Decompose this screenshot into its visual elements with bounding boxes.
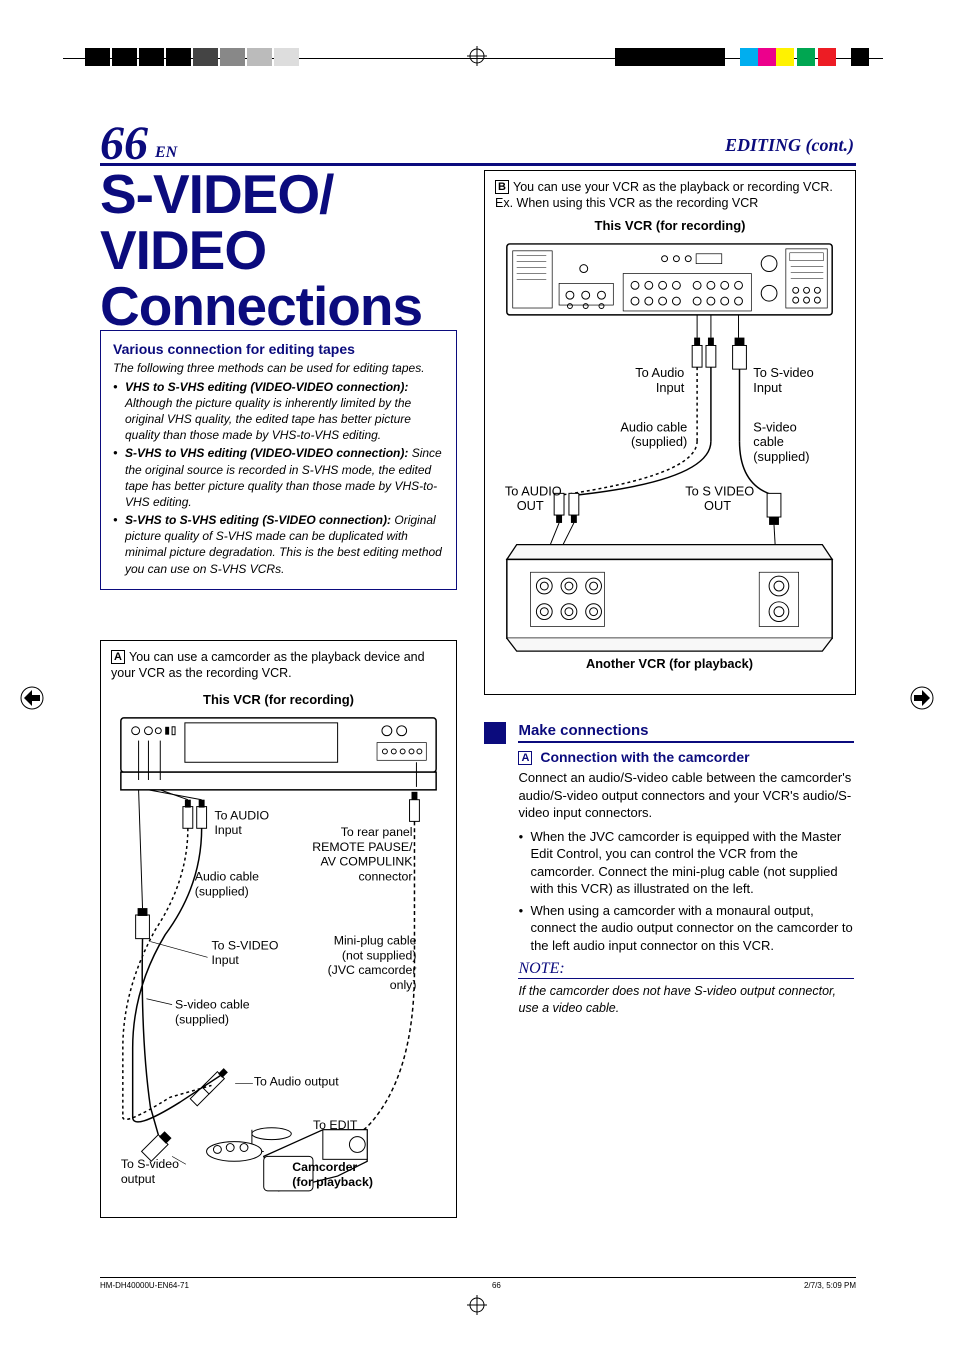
list-item: When using a camcorder with a monaural o…	[518, 902, 854, 955]
connection-heading: Various connection for editing tapes	[113, 341, 444, 357]
svg-text:only): only)	[390, 977, 417, 991]
svg-text:AV COMPULINK: AV COMPULINK	[320, 854, 413, 868]
letter-badge-a: A	[111, 650, 125, 664]
svg-text:Input: Input	[214, 823, 242, 837]
letter-badge-b: B	[495, 180, 509, 194]
svg-text:(supplied): (supplied)	[631, 434, 687, 449]
page-title: S-VIDEO/VIDEOConnections	[100, 166, 422, 334]
page-footer: HM-DH40000U-EN64-71 66 2/7/3, 5:09 PM	[100, 1277, 856, 1289]
diagram-a-desc: AYou can use a camcorder as the playback…	[111, 649, 446, 682]
svg-text:(supplied): (supplied)	[753, 448, 809, 463]
print-reg-bars-right	[615, 48, 869, 66]
list-item: S-VHS to S-VHS editing (S-VIDEO connecti…	[113, 512, 444, 577]
footer-center: 66	[492, 1281, 501, 1290]
list-item: VHS to S-VHS editing (VIDEO-VIDEO connec…	[113, 379, 444, 444]
svg-text:To S-video: To S-video	[121, 1157, 179, 1171]
step-bullet-list: When the JVC camcorder is equipped with …	[518, 828, 854, 955]
letter-badge-a-step: A	[518, 751, 532, 765]
svg-text:To AUDIO: To AUDIO	[505, 483, 562, 498]
svg-text:cable: cable	[753, 434, 784, 449]
svg-text:Input: Input	[212, 953, 240, 967]
diagram-b-vcr-title: This VCR (for recording)	[495, 218, 845, 233]
diagram-a-vcr-title: This VCR (for recording)	[111, 692, 446, 707]
svg-text:S-video: S-video	[753, 419, 796, 434]
svg-text:To rear panel: To rear panel	[341, 825, 413, 839]
svg-text:OUT: OUT	[517, 498, 544, 513]
connection-intro: The following three methods can be used …	[113, 361, 444, 377]
svg-text:Audio cable: Audio cable	[195, 869, 259, 883]
print-arrow-right-icon	[908, 684, 936, 712]
svg-text:Input: Input	[656, 379, 685, 394]
list-item: S-VHS to VHS editing (VIDEO-VIDEO connec…	[113, 445, 444, 510]
svg-text:To S VIDEO: To S VIDEO	[685, 483, 754, 498]
diagram-b: BYou can use your VCR as the playback or…	[484, 170, 856, 695]
step-text: Connect an audio/S-video cable between t…	[518, 769, 854, 822]
svg-text:(JVC camcorder: (JVC camcorder	[328, 963, 417, 977]
step-title: Make connections	[518, 722, 854, 743]
svg-text:connector: connector	[358, 869, 412, 883]
svg-text:output: output	[121, 1171, 156, 1185]
svg-text:(supplied): (supplied)	[195, 884, 249, 898]
registration-cross-bottom-icon	[467, 1295, 487, 1315]
svg-text:Another VCR (for playback): Another VCR (for playback)	[586, 655, 753, 670]
diagram-a: AYou can use a camcorder as the playback…	[100, 640, 457, 1218]
connection-methods-box: Various connection for editing tapes The…	[100, 330, 457, 590]
step-content: Make connections A Connection with the c…	[518, 722, 854, 1017]
svg-text:REMOTE PAUSE/: REMOTE PAUSE/	[312, 839, 413, 853]
svg-text:To S-VIDEO: To S-VIDEO	[212, 938, 279, 952]
step-subtitle: A Connection with the camcorder	[518, 749, 854, 765]
note-text: If the camcorder does not have S-video o…	[518, 983, 854, 1017]
svg-text:S-video cable: S-video cable	[175, 997, 250, 1011]
connection-list: VHS to S-VHS editing (VIDEO-VIDEO connec…	[113, 379, 444, 577]
svg-text:OUT: OUT	[704, 498, 731, 513]
page-language: EN	[155, 144, 177, 162]
step-make-connections: Make connections A Connection with the c…	[484, 722, 856, 1017]
svg-text:(for playback): (for playback)	[292, 1174, 373, 1188]
print-arrow-left-icon	[18, 684, 46, 712]
section-header: EDITING (cont.)	[725, 135, 854, 156]
list-item: When the JVC camcorder is equipped with …	[518, 828, 854, 898]
diagram-b-illustration: To Audio Input Audio cable (supplied) To…	[495, 239, 845, 683]
svg-text:To Audio output: To Audio output	[254, 1074, 339, 1088]
footer-right: 2/7/3, 5:09 PM	[804, 1281, 856, 1290]
svg-text:Mini-plug cable: Mini-plug cable	[334, 933, 417, 947]
footer-left: HM-DH40000U-EN64-71	[100, 1281, 189, 1290]
note-heading: NOTE:	[518, 960, 854, 979]
diagram-a-illustration: To AUDIO Input Audio cable (supplied) To…	[111, 713, 446, 1206]
svg-text:(not supplied): (not supplied)	[342, 948, 417, 962]
registration-cross-icon	[467, 46, 487, 66]
svg-text:Audio cable: Audio cable	[620, 419, 687, 434]
svg-text:Camcorder: Camcorder	[292, 1160, 357, 1174]
svg-text:To AUDIO: To AUDIO	[214, 808, 269, 822]
svg-text:To Audio: To Audio	[635, 365, 684, 380]
step-number-marker	[484, 722, 506, 744]
diagram-b-desc: BYou can use your VCR as the playback or…	[495, 179, 845, 212]
svg-text:To S-video: To S-video	[753, 365, 813, 380]
svg-text:Input: Input	[753, 379, 782, 394]
svg-text:(supplied): (supplied)	[175, 1012, 229, 1026]
print-reg-bars-left	[85, 48, 301, 66]
